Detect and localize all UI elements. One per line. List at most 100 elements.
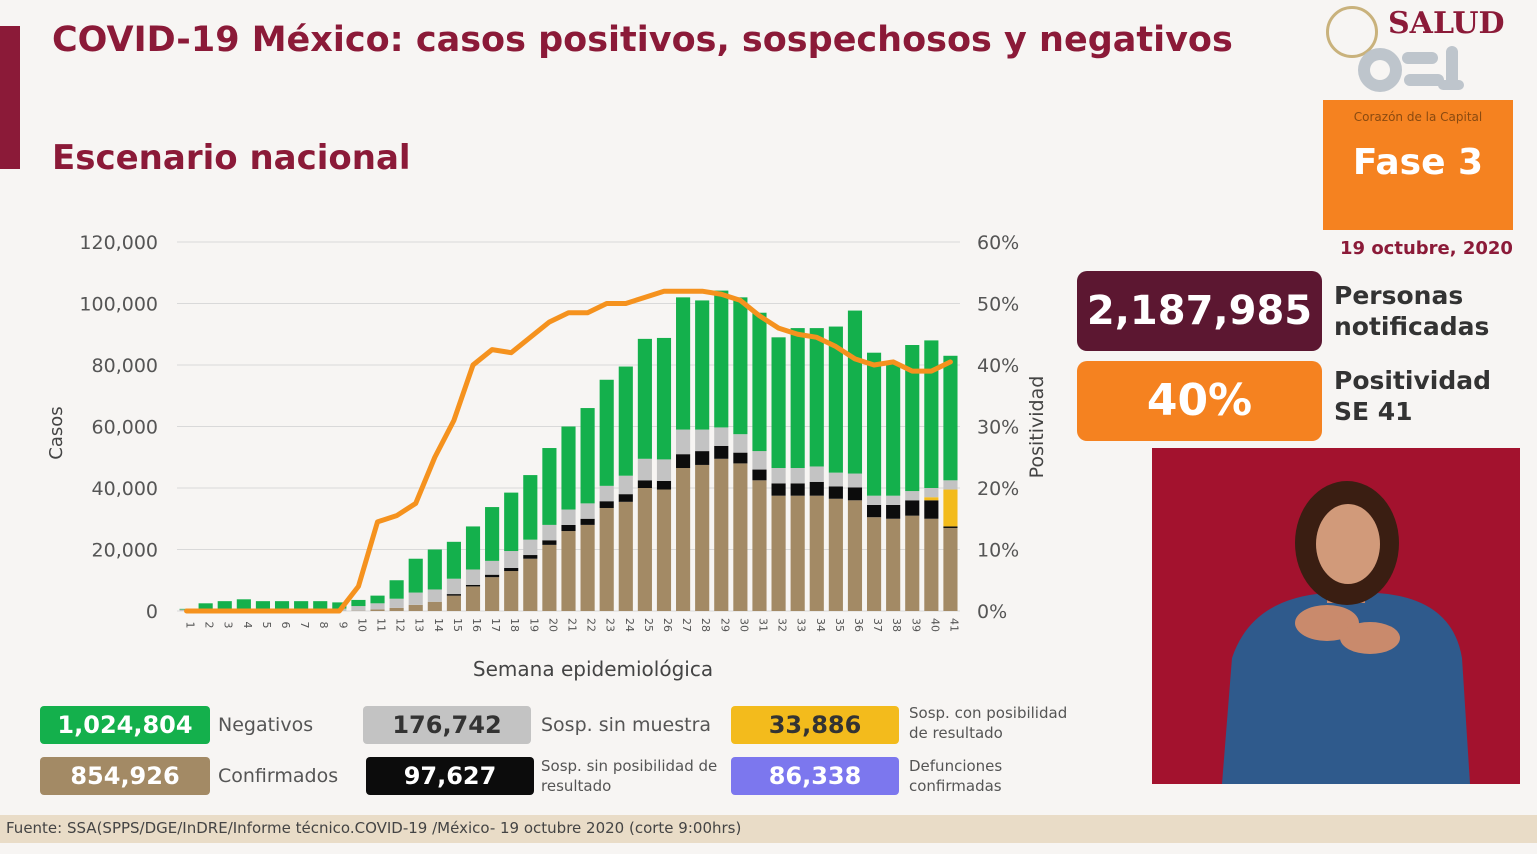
x-tick-label: 5 <box>260 622 273 629</box>
bar-segment <box>752 480 767 611</box>
bar-segment <box>828 486 843 499</box>
x-tick-label: 15 <box>451 618 464 632</box>
y2-tick-label: 40% <box>977 355 1019 377</box>
bar-segment <box>714 290 729 428</box>
bar-segment <box>714 427 729 446</box>
x-tick-label: 12 <box>394 618 407 632</box>
bar-segment <box>427 589 442 602</box>
bar-segment <box>580 503 595 519</box>
bar-segment <box>847 310 863 474</box>
y-tick-label: 0 <box>146 601 158 623</box>
x-tick-label: 36 <box>852 618 865 632</box>
bar-segment <box>351 599 366 607</box>
bar-segment <box>886 518 901 611</box>
bar-segment <box>446 594 461 596</box>
bar-segment <box>695 300 710 430</box>
x-tick-label: 39 <box>909 618 922 632</box>
y-tick-label: 80,000 <box>92 355 158 377</box>
positividad-value: 40% <box>1077 361 1322 441</box>
bar-segment <box>294 601 309 609</box>
bar-segment <box>695 429 710 452</box>
bar-segment <box>618 494 633 502</box>
x-tick-label: 30 <box>737 618 750 632</box>
x-tick-label: 27 <box>680 618 693 632</box>
bar-segment <box>656 337 672 460</box>
bar-segment <box>542 448 557 525</box>
y2-tick-label: 10% <box>977 540 1019 562</box>
sin-posibilidad-label: Sosp. sin posibilidad de resultado <box>541 757 718 795</box>
y2-tick-label: 0% <box>977 601 1007 623</box>
bar-segment <box>408 558 423 593</box>
bar-segment <box>924 518 939 611</box>
sin-muestra-label: Sosp. sin muestra <box>541 714 712 736</box>
x-tick-label: 18 <box>508 618 521 632</box>
bar-segment <box>714 445 729 459</box>
page-subtitle: Escenario nacional <box>52 138 411 178</box>
bar-segment <box>809 495 824 611</box>
bar-segment <box>790 495 805 611</box>
bar-segment <box>905 345 920 492</box>
bar-segment <box>771 468 786 484</box>
bar-segment <box>828 326 843 473</box>
bar-segment <box>828 498 843 611</box>
government-seal-icon <box>1326 6 1378 58</box>
bar-segment <box>561 426 576 510</box>
bar-segment <box>446 541 461 579</box>
y-tick-label: 20,000 <box>92 540 158 562</box>
accent-strip <box>0 26 20 169</box>
bar-segment <box>236 599 251 609</box>
bar-segment <box>637 458 652 481</box>
bar-segment <box>370 595 385 604</box>
bar-segment <box>771 495 786 611</box>
y2-tick-label: 60% <box>977 232 1019 254</box>
y2-tick-label: 20% <box>977 478 1019 500</box>
x-tick-label: 10 <box>355 618 368 632</box>
bar-segment <box>866 495 882 505</box>
bar-segment <box>408 592 423 605</box>
bar-segment <box>809 481 824 496</box>
bar-segment <box>580 408 595 504</box>
bar-segment <box>504 571 519 611</box>
bar-segment <box>274 601 290 609</box>
bar-segment <box>733 297 748 435</box>
negativos-badge: 1,024,804 <box>40 706 210 744</box>
bar-segment <box>599 485 614 502</box>
confirmados-label: Confirmados <box>218 765 339 787</box>
x-tick-label: 17 <box>489 618 502 632</box>
bar-segment <box>943 489 958 527</box>
x-tick-label: 20 <box>546 618 559 632</box>
bar-segment <box>733 434 748 453</box>
bar-segment <box>465 526 481 570</box>
sign-language-video <box>1152 448 1520 784</box>
bar-segment <box>427 549 442 590</box>
x-tick-label: 28 <box>699 618 712 632</box>
con-posibilidad-label: Sosp. con posibilidad de resultado <box>909 704 1068 742</box>
report-date: 19 octubre, 2020 <box>1340 238 1513 259</box>
bar-segment <box>504 492 519 552</box>
bar-segment <box>561 531 576 611</box>
con-posibilidad-badge: 33,886 <box>731 706 899 744</box>
bar-segment <box>905 515 920 611</box>
bar-segment <box>656 480 672 490</box>
x-tick-label: 31 <box>756 618 769 632</box>
y2-tick-label: 30% <box>977 417 1019 439</box>
bar-segment <box>580 524 595 611</box>
bar-segment <box>637 480 652 488</box>
bar-segment <box>847 500 863 611</box>
bar-segment <box>255 601 271 609</box>
bar-segment <box>676 468 691 611</box>
bar-segment <box>866 352 882 496</box>
x-tick-label: 24 <box>623 618 636 632</box>
x-tick-label: 4 <box>241 622 254 629</box>
bar-segment <box>389 598 404 608</box>
bar-segment <box>332 602 347 609</box>
x-tick-label: 14 <box>432 618 445 632</box>
bar-segment <box>790 483 805 496</box>
bar-segment <box>465 569 481 585</box>
bar-segment <box>427 601 442 611</box>
y-tick-label: 40,000 <box>92 478 158 500</box>
x-tick-label: 29 <box>718 618 731 632</box>
x-tick-label: 13 <box>413 618 426 632</box>
positividad-line <box>184 288 953 614</box>
bar-segment <box>886 495 901 505</box>
